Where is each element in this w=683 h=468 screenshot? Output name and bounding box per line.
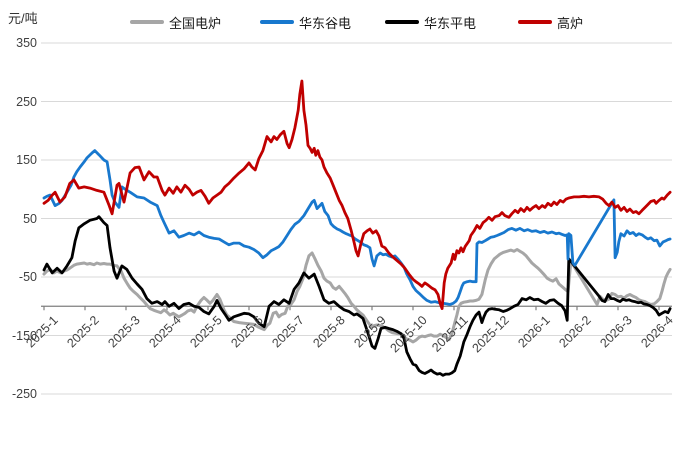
legend-swatch-blue [260, 20, 294, 24]
y-axis-unit-label: 元/吨 [8, 11, 38, 26]
legend-item-blast-furnace: 高炉 [518, 13, 583, 31]
legend-item-east-flat: 华东平电 [385, 13, 476, 31]
y-tick-label: 50 [23, 211, 37, 226]
legend-swatch-red [518, 20, 552, 24]
y-tick-label: 350 [16, 36, 37, 50]
y-tick-label: -250 [11, 387, 37, 401]
y-tick-label: -150 [11, 328, 37, 343]
series-line-全国电炉 [42, 248, 672, 344]
legend-label: 华东平电 [424, 15, 477, 31]
series-line-高炉 [42, 79, 672, 311]
legend-swatch-gray [130, 20, 164, 24]
y-tick-label: -50 [18, 270, 37, 284]
legend-swatch-black [385, 20, 419, 24]
chart-legend: 全国电炉 华东谷电 华东平电 高炉 [0, 13, 683, 33]
legend-label: 华东谷电 [299, 15, 352, 31]
series-line-华东谷电 [42, 149, 672, 306]
legend-label: 高炉 [557, 15, 584, 31]
legend-item-national-eaf: 全国电炉 [130, 13, 221, 31]
series-line-华东平电 [42, 215, 672, 377]
legend-item-east-valley: 华东谷电 [260, 13, 351, 31]
y-tick-label: 250 [16, 94, 37, 109]
legend-label: 全国电炉 [169, 15, 222, 31]
y-tick-label: 150 [16, 153, 37, 167]
